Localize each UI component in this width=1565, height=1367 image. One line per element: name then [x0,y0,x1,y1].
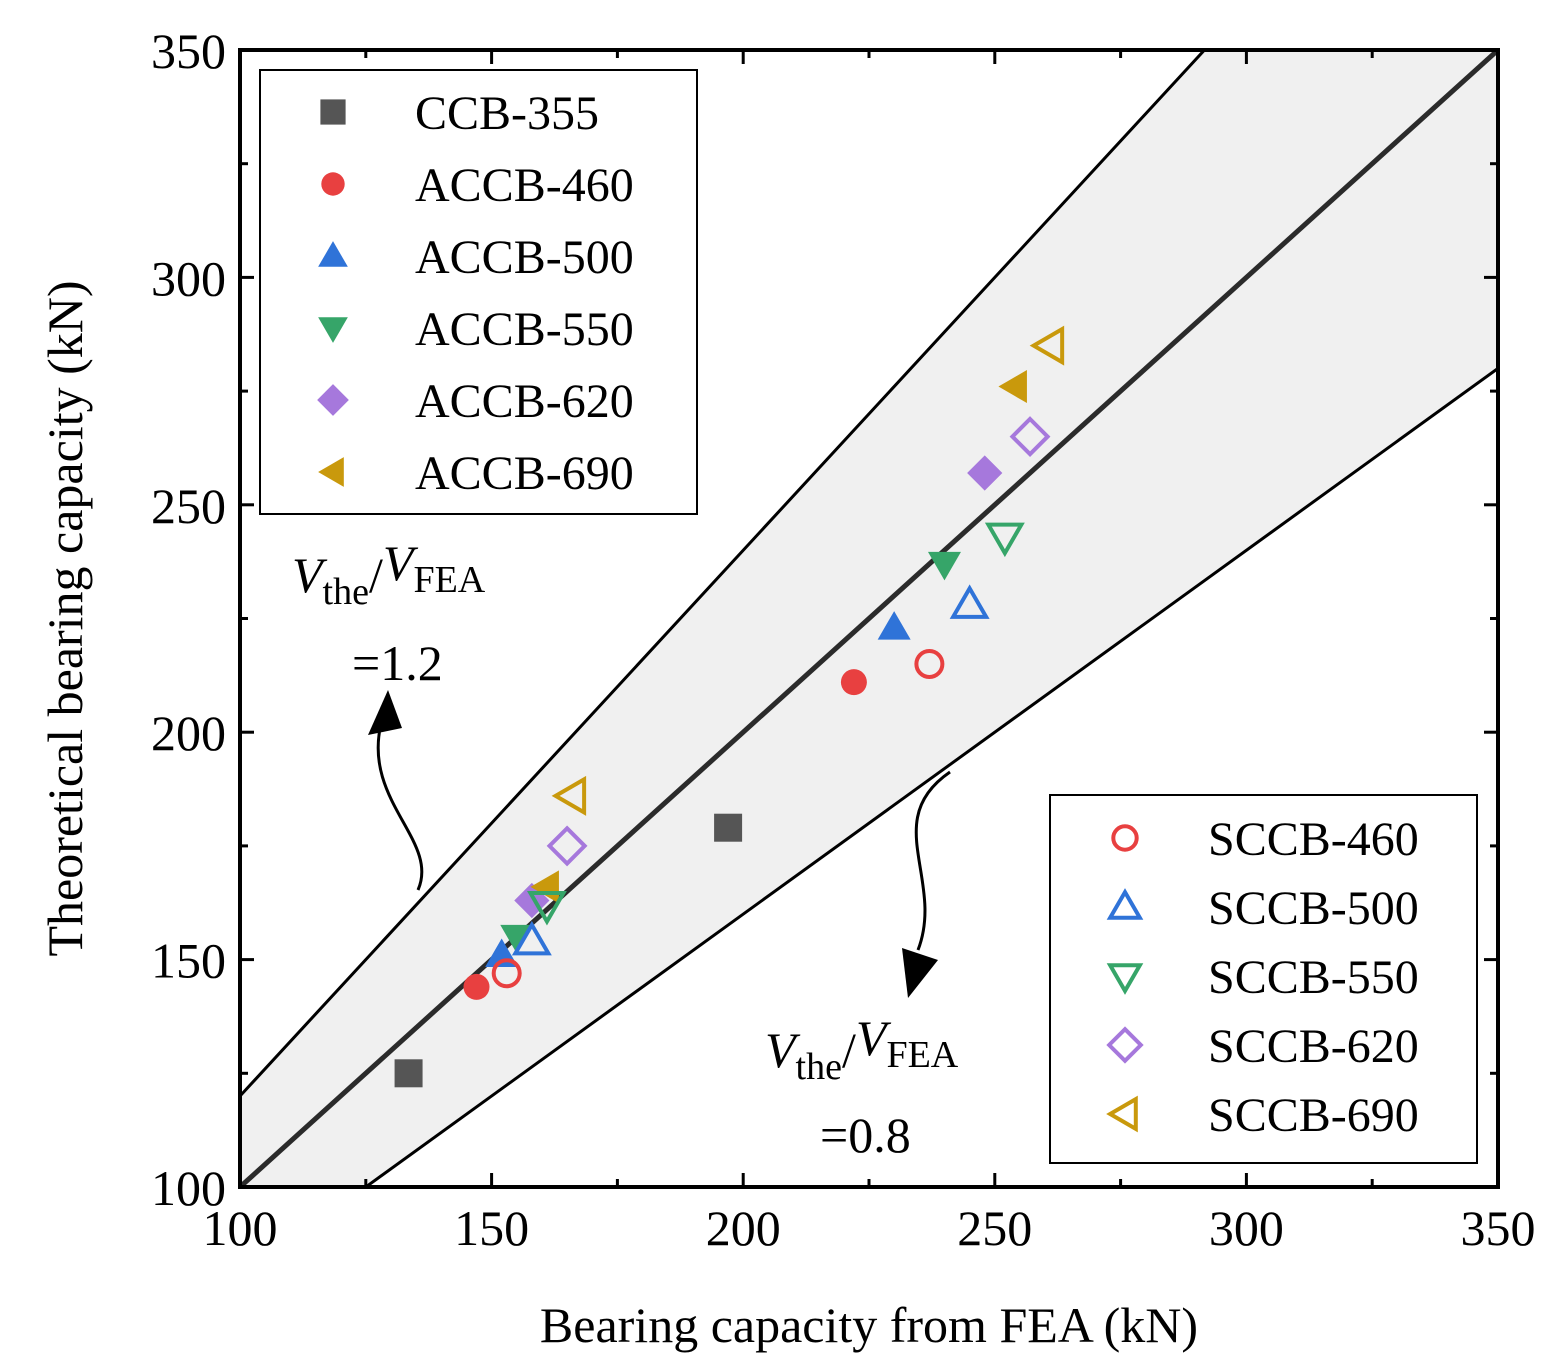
arrow-lower-curve [914,770,951,951]
legend-label-sccb-550: SCCB-550 [1208,951,1419,1004]
ratio-value: =0.8 [820,1107,911,1163]
ratio-label: Vthe/VFEA [292,535,486,613]
legend-marker-accb-550 [318,317,348,343]
y-tick-label: 300 [151,250,226,306]
ratio-value: =1.2 [352,635,443,691]
legend-label-accb-550: ACCB-550 [415,303,634,356]
x-tick-label: 300 [1209,1200,1284,1256]
point-sccb-550-1 [526,891,567,926]
legend-label-ccb-355: CCB-355 [415,87,599,140]
legend-bottom-right: SCCB-460 SCCB-500 SCCB-550 SCCB-620 SCCB-690 [1049,794,1478,1164]
point-accb-550-2 [927,551,961,581]
legend-marker-ccb-355 [320,99,346,125]
legend-label-sccb-460: SCCB-460 [1208,813,1419,866]
y-tick-label: 200 [151,705,226,761]
y-tick-label: 150 [151,933,226,989]
point-sccb-550-2 [984,522,1025,558]
point-accb-690-2 [998,370,1027,404]
arrow-upper-curve [376,719,424,891]
x-axis-title: Bearing capacity from FEA (kN) [540,1297,1198,1353]
x-tick-label: 350 [1461,1200,1536,1256]
point-sccb-690-2 [1029,325,1065,366]
point-accb-460-1 [463,973,490,1000]
point-sccb-500-2 [949,584,990,619]
legend-marker-sccb-620 [1106,1026,1144,1064]
legend-marker-sccb-460 [1111,824,1139,852]
point-accb-460-2 [840,669,867,696]
y-tick-label: 100 [151,1160,226,1216]
x-tick-label: 250 [957,1200,1032,1256]
reference-line-ratio-1.0 [240,50,1498,1187]
legend-marker-accb-460 [321,172,345,196]
annotation-upper: Vthe/VFEA =1.2 [292,535,486,691]
legend-marker-accb-500 [318,241,348,267]
point-accb-620-2 [967,455,1003,491]
point-accb-690-1 [530,870,559,904]
legend-label-accb-620: ACCB-620 [415,375,634,428]
reference-line-ratio-1.2 [240,50,1207,1098]
point-sccb-690-1 [551,775,587,816]
legend-marker-accb-690 [318,457,344,487]
legend-label-sccb-500: SCCB-500 [1208,882,1419,935]
y-tick-label: 250 [151,478,226,534]
legend-label-sccb-620: SCCB-620 [1208,1020,1419,1073]
legend-label-sccb-690: SCCB-690 [1208,1089,1419,1142]
y-tick-label: 350 [151,23,226,79]
y-axis-title: Theoretical bearing capacity (kN) [37,280,93,956]
x-tick-label: 200 [706,1200,781,1256]
legend-marker-accb-620 [317,384,349,416]
point-sccb-500-1 [511,920,552,956]
annotation-lower: Vthe/VFEA =0.8 [765,1010,959,1163]
reference-line-ratio-0.8 [363,367,1498,1187]
legend-marker-sccb-690 [1106,1095,1138,1133]
legend-label-accb-690: ACCB-690 [415,447,634,500]
point-sccb-620-2 [1009,416,1051,458]
point-ccb-355-2 [714,813,743,842]
legend-box [259,69,698,515]
axes: 100 150 200 250 300 350 100 150 200 250 300 350 Bear… [37,23,1536,1353]
legend-top-left: CCB-355 ACCB-460 ACCB-500 ACCB-550 ACCB-620 A… [259,69,698,515]
reference-lines [240,50,1498,1187]
data-points [394,325,1065,1088]
x-tick-label: 150 [454,1200,529,1256]
legend-label-accb-460: ACCB-460 [415,159,634,212]
point-accb-500-2 [877,611,911,640]
annotations: Vthe/VFEA =1.2 Vthe/VFEA =0.8 [292,535,959,1163]
legend-marker-sccb-550 [1106,963,1144,995]
arrow-upper-head [368,690,402,735]
point-sccb-460-2 [914,648,945,679]
point-ccb-355-1 [394,1059,423,1088]
legends: CCB-355 ACCB-460 ACCB-500 ACCB-550 ACCB-620 A… [259,69,1478,1164]
arrow-lower-head [902,948,938,998]
x-tick-label: 100 [203,1200,278,1256]
legend-label-accb-500: ACCB-500 [415,231,634,284]
legend-marker-sccb-500 [1106,888,1144,920]
point-sccb-460-1 [491,958,522,989]
point-sccb-620-1 [546,825,588,867]
point-accb-550-1 [500,924,534,954]
legend-box [1049,794,1478,1164]
ratio-label: Vthe/VFEA [765,1010,959,1088]
